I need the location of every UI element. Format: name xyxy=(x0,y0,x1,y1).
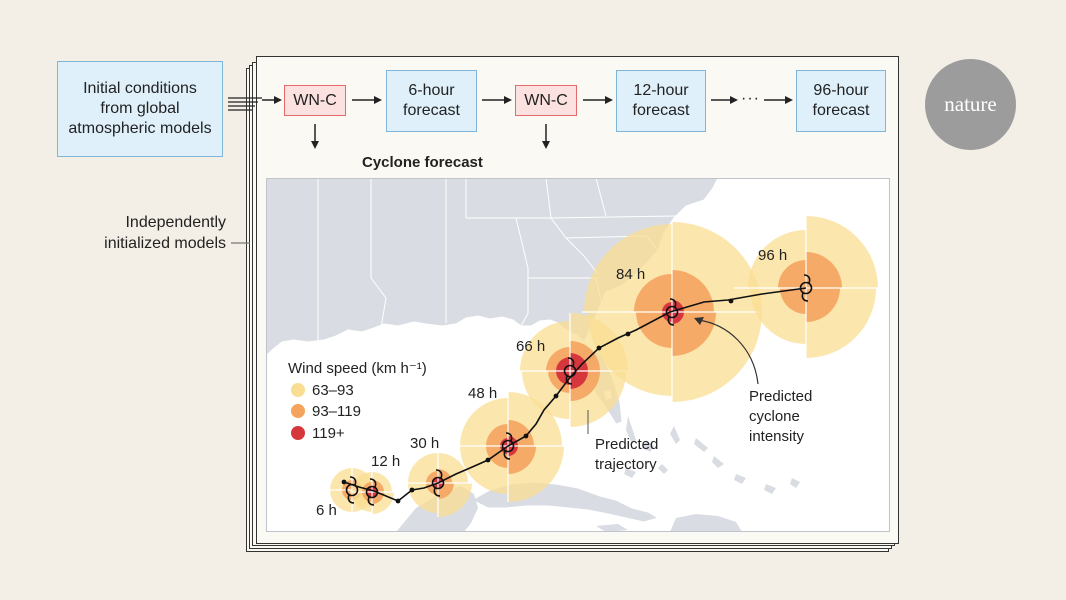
cyclone-icon-tail-s-96h xyxy=(801,292,809,302)
intensity-label: Predicted cyclone intensity xyxy=(749,388,812,445)
intensity-annotation: Predicted cyclone intensity xyxy=(694,317,812,445)
forecast-12h-text: 12-hour forecast xyxy=(632,82,690,119)
time-label-6h: 6 h xyxy=(316,502,337,519)
cyclone-icon-84h xyxy=(665,298,679,326)
wind-ring-84h-o-q3 xyxy=(634,274,672,312)
legend-swatch-119plus xyxy=(291,426,305,440)
jamaica-land xyxy=(596,524,628,532)
trajectory-annotation: Predicted trajectory xyxy=(587,410,658,473)
legend-label-119plus: 119+ xyxy=(312,425,345,442)
legend-title: Wind speed (km h⁻¹) xyxy=(288,360,427,377)
wind-ring-48h-r-q1 xyxy=(508,446,518,456)
cyclone-icon-tail-s-12h xyxy=(367,496,375,506)
time-label-96h: 96 h xyxy=(758,247,787,264)
flow-ellipsis: ··· xyxy=(741,90,760,107)
wind-ring-6h-o-q3 xyxy=(342,480,352,490)
time-label-48h: 48 h xyxy=(468,385,497,402)
cyclone-icon-tail-n-96h xyxy=(803,274,811,284)
initial-conditions-text: Initial conditions from global atmospher… xyxy=(68,80,212,137)
wind-ring-96h-o-q3 xyxy=(778,260,806,288)
hispaniola-land xyxy=(670,514,742,532)
forecast-96h-box: 96-hour forecast xyxy=(796,70,886,132)
time-label-12h: 12 h xyxy=(371,453,400,470)
cyclone-icon-eye-84h xyxy=(665,305,679,319)
time-label-66h: 66 h xyxy=(516,338,545,355)
cyclone-forecast-title: Cyclone forecast xyxy=(362,154,483,171)
cyclone-icon-tail-n-30h xyxy=(435,469,443,479)
wind-ring-6h-o-q2 xyxy=(342,490,352,500)
track-points xyxy=(341,298,734,504)
cyclone-icon-eye-96h xyxy=(799,281,813,295)
wind-rings-48h xyxy=(452,390,564,502)
wn-c-label-1: WN-C xyxy=(293,91,337,109)
time-labels: 6 h 12 h 30 h 48 h 66 h 84 h 96 h xyxy=(316,247,787,519)
forecast-12h-box: 12-hour forecast xyxy=(616,70,706,132)
legend-label-93-119: 93–119 xyxy=(312,403,361,420)
wind-ring-30h-r-q3 xyxy=(433,478,438,483)
legend-swatch-63-93 xyxy=(291,383,305,397)
cyclone-icon-tail-n-48h xyxy=(505,432,513,442)
cyclone-icon-tail-n-12h xyxy=(369,478,377,488)
wn-c-model-box-1: WN-C xyxy=(284,85,346,116)
time-label-84h: 84 h xyxy=(616,266,645,283)
cyclone-icon-tail-s-48h xyxy=(503,450,511,460)
forecast-6h-box: 6-hour forecast xyxy=(386,70,477,132)
cyclone-rings xyxy=(330,216,878,517)
cyclone-icon-tail-n-84h xyxy=(669,298,677,308)
wind-ring-66h-r-q0 xyxy=(570,353,588,371)
cyclone-icon-12h xyxy=(365,478,379,506)
forecast-6h-text: 6-hour forecast xyxy=(403,82,460,119)
cyclone-icon-tail-n-66h xyxy=(567,357,575,367)
trajectory-label-line1: Predicted trajectory xyxy=(595,436,658,473)
wn-c-label-2: WN-C xyxy=(524,91,568,109)
cyclone-icon-30h xyxy=(431,469,445,497)
initial-conditions-box: Initial conditions from global atmospher… xyxy=(57,61,223,157)
wind-ring-30h-r-q1 xyxy=(438,483,443,488)
time-label-30h: 30 h xyxy=(410,435,439,452)
cyclone-icon-tail-s-84h xyxy=(667,316,675,326)
cyclone-track xyxy=(343,287,807,502)
cyclone-icon-eye-66h xyxy=(563,364,577,378)
cyclone-icon-eye-30h xyxy=(431,476,445,490)
cyclone-icon-eye-6h xyxy=(345,483,359,497)
independent-models-label: Independently initialized models xyxy=(104,214,226,252)
wind-ring-84h-o-q1 xyxy=(672,312,716,356)
cyclone-icon-tail-n-6h xyxy=(349,476,357,486)
wind-ring-84h-r-q3 xyxy=(662,302,672,312)
cyclone-icon-tail-s-6h xyxy=(347,494,355,504)
wind-ring-66h-r-q1 xyxy=(570,371,588,389)
wind-ring-96h-o-q0 xyxy=(806,252,842,288)
wind-ring-96h-o-q2 xyxy=(780,288,806,314)
wind-ring-84h-r-q1 xyxy=(672,312,684,324)
cyclone-icon-tail-s-66h xyxy=(565,375,573,385)
cyclone-map: 6 h 12 h 30 h 48 h 66 h 84 h 96 h Wind s… xyxy=(266,178,890,532)
cyclone-icon-6h xyxy=(345,476,359,504)
nature-logo-text: nature xyxy=(944,92,997,116)
bahamas-islands xyxy=(624,416,800,494)
cyclone-icon-tail-s-30h xyxy=(433,487,441,497)
cyclone-icon-48h xyxy=(501,432,515,460)
input-lines xyxy=(228,97,262,111)
wn-c-model-box-2: WN-C xyxy=(515,85,577,116)
cyclone-icons xyxy=(345,274,813,506)
forecast-96h-text: 96-hour forecast xyxy=(812,82,870,119)
wind-ring-48h-r-q0 xyxy=(508,436,518,446)
cyclone-icon-96h xyxy=(799,274,813,302)
cyclone-icon-eye-48h xyxy=(501,439,515,453)
wind-rings-96h xyxy=(734,216,878,360)
wind-ring-96h-o-q1 xyxy=(806,288,840,322)
wind-speed-legend: Wind speed (km h⁻¹) 63–93 93–119 119+ xyxy=(288,360,427,442)
wind-ring-84h-o-q2 xyxy=(636,312,672,348)
nature-logo: nature xyxy=(925,59,1016,150)
cyclone-icon-eye-12h xyxy=(365,485,379,499)
legend-label-63-93: 63–93 xyxy=(312,382,354,399)
cyclone-icon-66h xyxy=(563,357,577,385)
legend-swatch-93-119 xyxy=(291,404,305,418)
